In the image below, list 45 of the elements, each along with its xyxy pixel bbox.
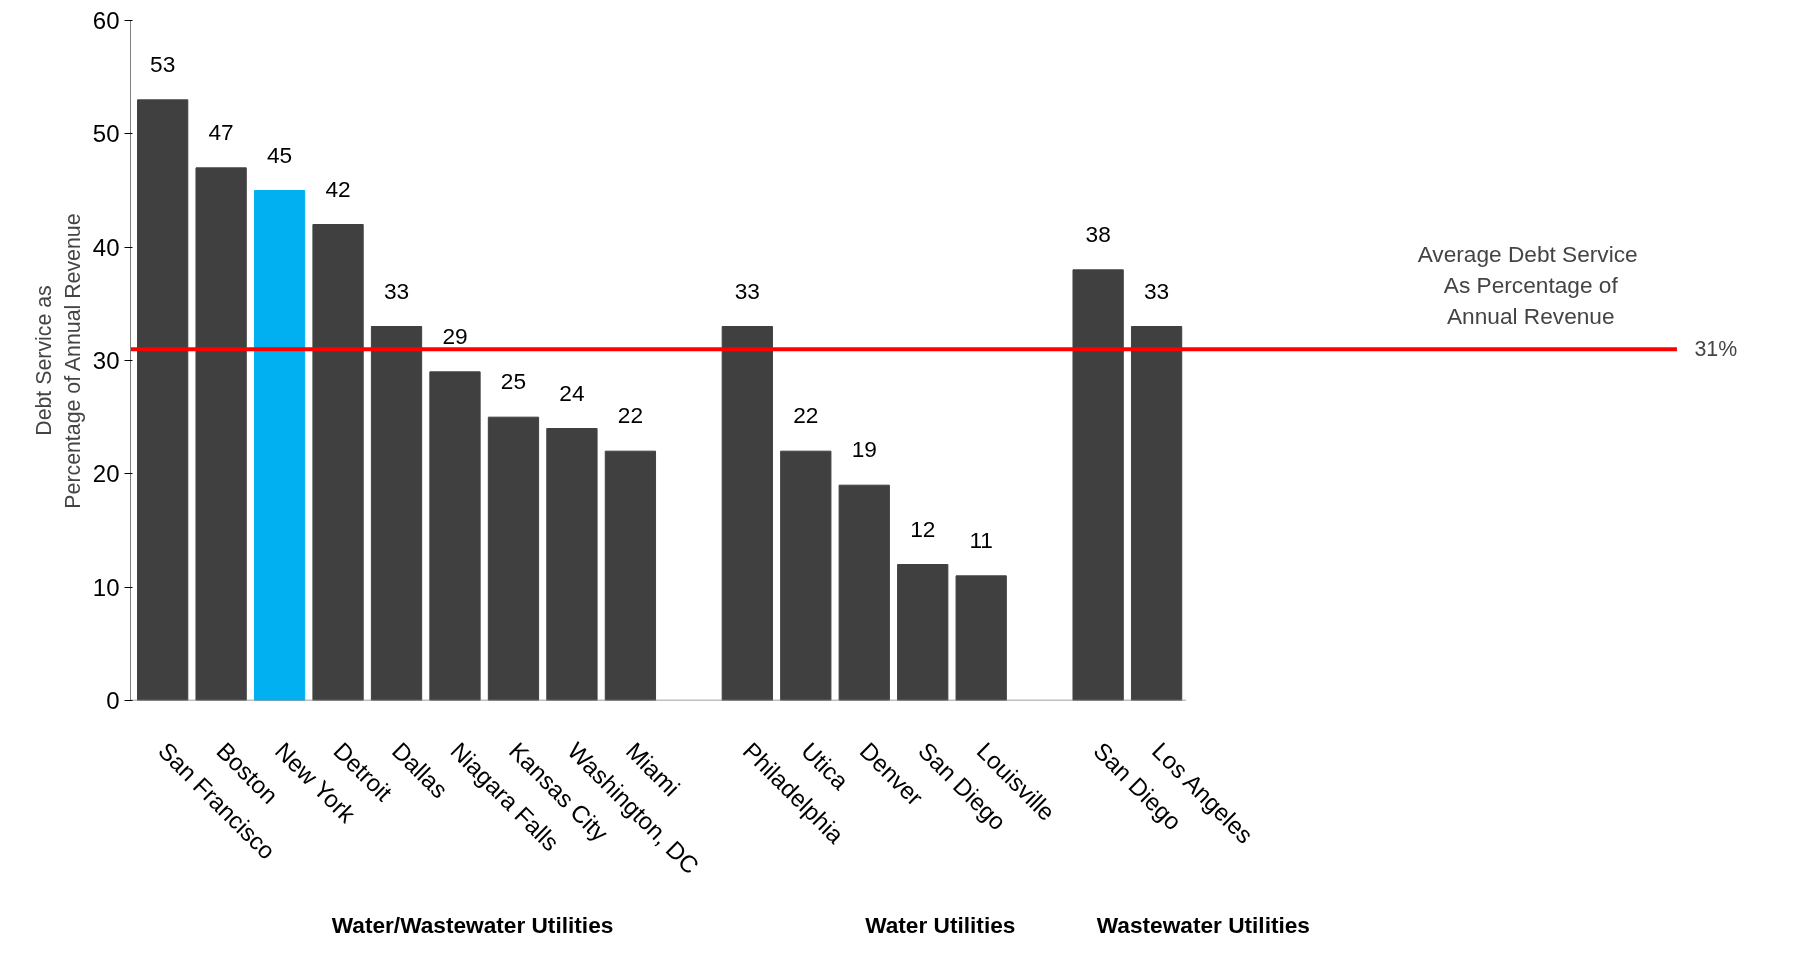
bar [780, 450, 832, 701]
text: Water/Wastewater Utilities [331, 911, 614, 938]
bar [955, 575, 1007, 701]
y-axis-title: Debt Service as Percentage of Annual Revenue [32, 213, 85, 509]
bar [897, 564, 949, 701]
data-label: 25 [500, 368, 527, 395]
y-tick-label: 0 [106, 687, 120, 714]
bar [546, 428, 598, 701]
data-label: 12 [910, 515, 936, 542]
data-label: 53 [150, 50, 176, 77]
y-tick-label: 50 [92, 120, 120, 148]
data-label: 11 [969, 526, 993, 553]
data-label: 22 [793, 402, 819, 429]
data-label: 47 [208, 118, 234, 145]
bar [721, 326, 773, 701]
data-label: 38 [1085, 220, 1111, 247]
text: Wastewater Utilities [1096, 911, 1310, 938]
y-tick-label: 30 [92, 347, 120, 374]
bar [1072, 269, 1124, 701]
bar [370, 326, 423, 701]
y-tick-label: 10 [92, 573, 120, 601]
bar [487, 416, 540, 701]
bar [195, 167, 247, 701]
bar [838, 484, 890, 701]
data-label: 29 [442, 322, 468, 349]
bar [253, 190, 306, 701]
data-label: 22 [617, 402, 643, 429]
y-tick-label: 40 [92, 233, 120, 261]
ref-line-label: 31% [1694, 337, 1738, 362]
text: Water Utilities [865, 911, 1016, 938]
bar [1130, 326, 1183, 701]
data-label: 42 [325, 175, 351, 202]
data-label: 33 [383, 277, 410, 304]
bar [312, 224, 364, 701]
bar [429, 371, 481, 701]
y-tick-label: 60 [92, 7, 120, 34]
data-label: 33 [734, 277, 760, 304]
data-label: 24 [559, 379, 585, 406]
data-label: 19 [851, 436, 877, 463]
data-label: 33 [1144, 277, 1170, 304]
bar [604, 450, 657, 701]
text: Average Debt Service As Percentage of Annual Revenue [1417, 240, 1638, 330]
y-tick-label: 20 [92, 460, 120, 488]
bar [137, 99, 189, 701]
data-label: 45 [266, 141, 293, 168]
